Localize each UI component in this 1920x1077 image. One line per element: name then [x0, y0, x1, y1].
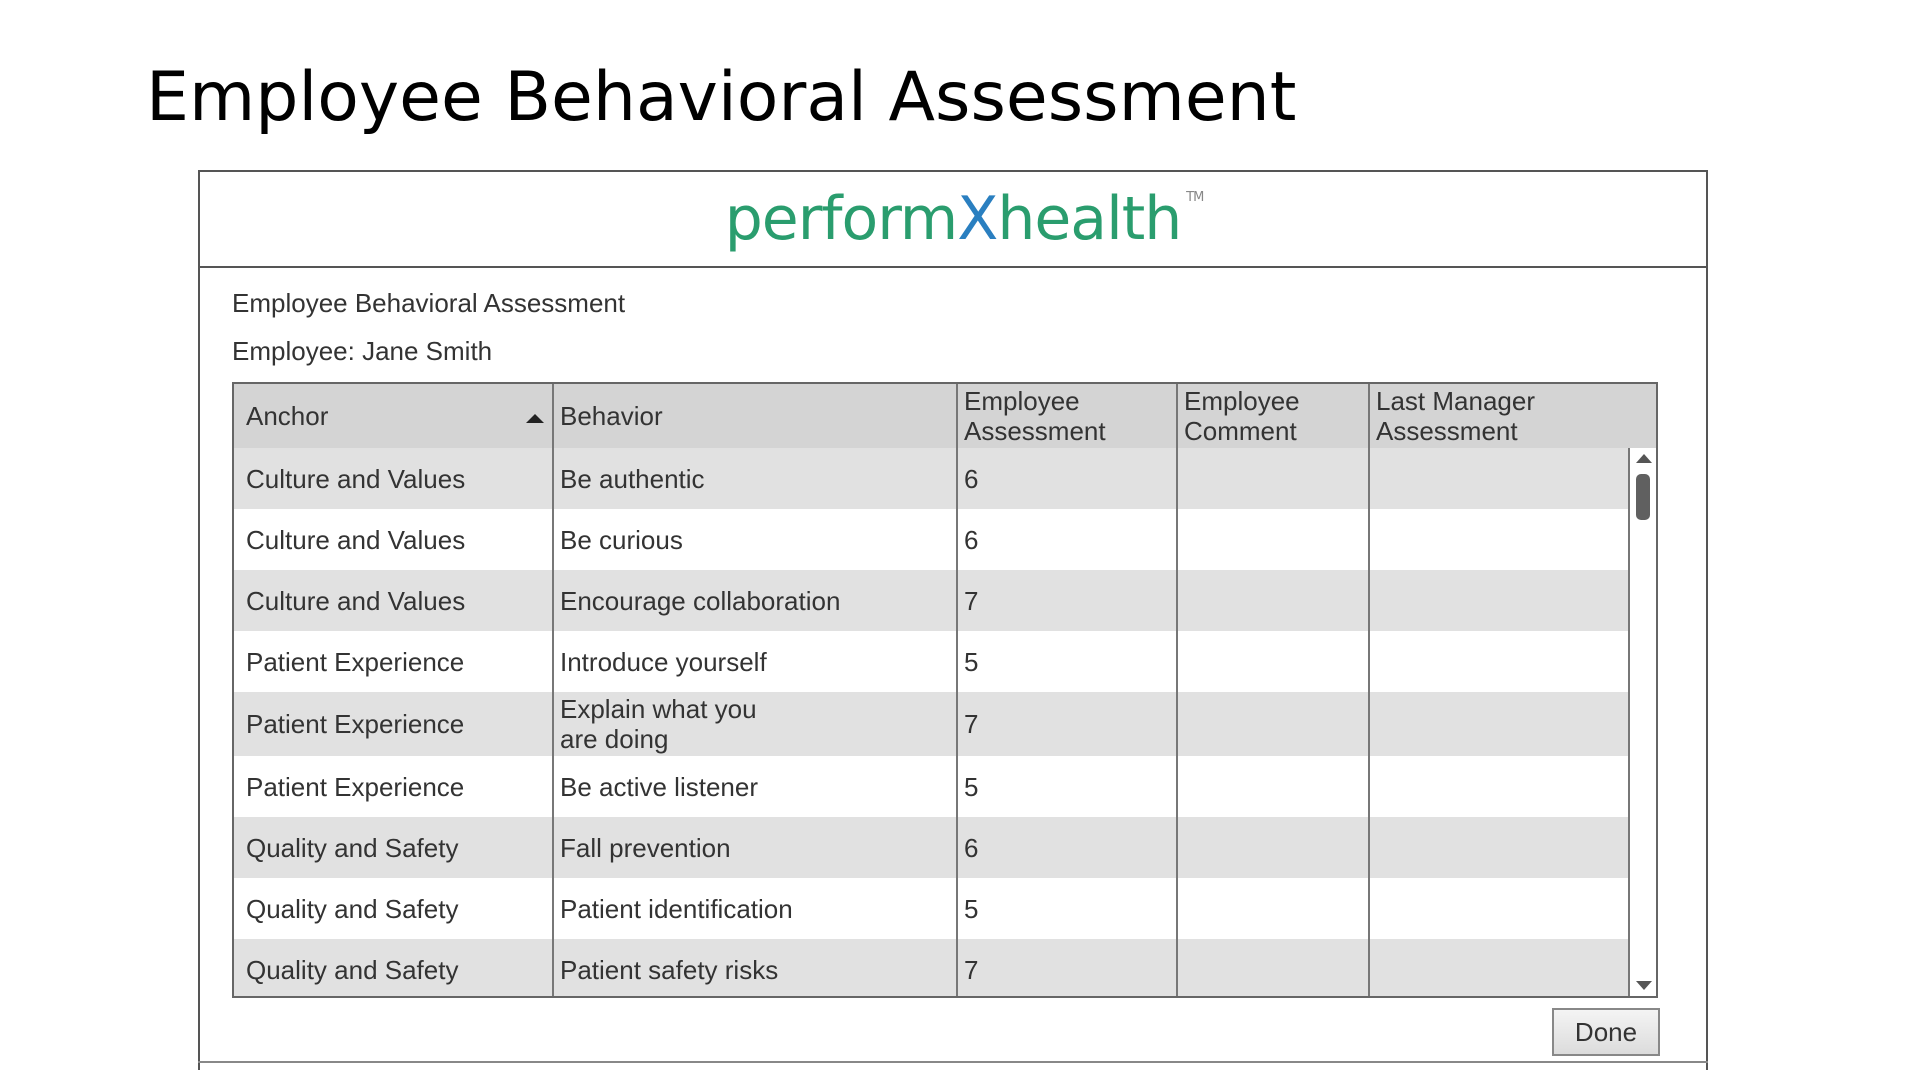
cell-anchor: Quality and Safety — [234, 878, 554, 939]
column-header-employee-comment-line2: Comment — [1184, 416, 1297, 446]
cell-anchor: Culture and Values — [234, 570, 554, 631]
cell-last-manager-assessment — [1370, 570, 1628, 631]
cell-anchor: Patient Experience — [234, 692, 554, 756]
cell-behavior: Be authentic — [554, 448, 958, 509]
cell-behavior: Introduce yourself — [554, 631, 958, 692]
cell-anchor: Culture and Values — [234, 509, 554, 570]
slide-title: Employee Behavioral Assessment — [146, 58, 1297, 137]
cell-employee-comment[interactable] — [1178, 570, 1370, 631]
cell-anchor: Quality and Safety — [234, 939, 554, 996]
column-header-employee-assessment[interactable]: Employee Assessment — [958, 384, 1178, 448]
cell-behavior: Be active listener — [554, 756, 958, 817]
cell-employee-assessment[interactable]: 7 — [958, 692, 1178, 756]
table-row[interactable]: Culture and Values Be curious 6 — [234, 509, 1628, 570]
column-header-behavior[interactable]: Behavior — [554, 384, 958, 448]
cell-employee-assessment[interactable]: 5 — [958, 756, 1178, 817]
table-row[interactable]: Culture and Values Be authentic 6 — [234, 448, 1628, 509]
column-header-employee-assessment-line2: Assessment — [964, 416, 1106, 446]
cell-employee-comment[interactable] — [1178, 509, 1370, 570]
logo-bar: performXhealth TM — [200, 172, 1706, 268]
cell-anchor: Patient Experience — [234, 631, 554, 692]
table-row[interactable]: Quality and Safety Patient identificatio… — [234, 878, 1628, 939]
dialog-bottom-edge — [198, 1061, 1708, 1063]
cell-employee-comment[interactable] — [1178, 939, 1370, 996]
cell-behavior: Fall prevention — [554, 817, 958, 878]
cell-behavior: Patient identification — [554, 878, 958, 939]
cell-behavior-line2: are doing — [560, 724, 669, 754]
cell-last-manager-assessment — [1370, 692, 1628, 756]
logo-text-perform: perform — [724, 184, 959, 254]
column-header-employee-comment[interactable]: Employee Comment — [1178, 384, 1370, 448]
cell-employee-comment[interactable] — [1178, 631, 1370, 692]
logo-text-x: X — [957, 184, 998, 254]
cell-behavior-line1: Explain what you — [560, 694, 757, 724]
cell-last-manager-assessment — [1370, 939, 1628, 996]
table-row[interactable]: Quality and Safety Fall prevention 6 — [234, 817, 1628, 878]
cell-last-manager-assessment — [1370, 448, 1628, 509]
cell-employee-comment[interactable] — [1178, 448, 1370, 509]
column-header-last-manager-line1: Last Manager — [1376, 386, 1535, 416]
cell-behavior: Explain what you are doing — [554, 692, 958, 756]
column-header-behavior-label: Behavior — [560, 401, 663, 431]
grid-header: Anchor Behavior Employee Assessment Empl… — [234, 384, 1656, 448]
sort-ascending-icon[interactable] — [526, 414, 544, 423]
dialog-heading: Employee Behavioral Assessment — [232, 288, 626, 318]
performxhealth-logo: performXhealth TM — [724, 184, 1205, 254]
cell-last-manager-assessment — [1370, 878, 1628, 939]
cell-anchor: Culture and Values — [234, 448, 554, 509]
vertical-scrollbar[interactable] — [1628, 448, 1656, 996]
logo-text-health: health — [997, 184, 1182, 254]
cell-behavior: Encourage collaboration — [554, 570, 958, 631]
column-header-last-manager-line2: Assessment — [1376, 416, 1518, 446]
assessment-dialog: performXhealth TM Employee Behavioral Ass… — [198, 170, 1708, 1070]
scroll-up-arrow-icon[interactable] — [1636, 454, 1652, 463]
scrollbar-thumb[interactable] — [1636, 474, 1650, 520]
table-row[interactable]: Patient Experience Be active listener 5 — [234, 756, 1628, 817]
cell-employee-comment[interactable] — [1178, 692, 1370, 756]
table-row[interactable]: Patient Experience Explain what you are … — [234, 692, 1628, 756]
cell-last-manager-assessment — [1370, 817, 1628, 878]
assessment-grid: Anchor Behavior Employee Assessment Empl… — [232, 382, 1658, 998]
cell-employee-assessment[interactable]: 5 — [958, 878, 1178, 939]
column-header-employee-comment-line1: Employee — [1184, 386, 1300, 416]
cell-behavior: Patient safety risks — [554, 939, 958, 996]
scroll-down-arrow-icon[interactable] — [1636, 981, 1652, 990]
table-row[interactable]: Culture and Values Encourage collaborati… — [234, 570, 1628, 631]
cell-employee-assessment[interactable]: 7 — [958, 939, 1178, 996]
cell-last-manager-assessment — [1370, 756, 1628, 817]
column-header-anchor-label: Anchor — [246, 401, 329, 431]
cell-employee-assessment[interactable]: 7 — [958, 570, 1178, 631]
table-row[interactable]: Patient Experience Introduce yourself 5 — [234, 631, 1628, 692]
cell-last-manager-assessment — [1370, 509, 1628, 570]
done-button[interactable]: Done — [1552, 1008, 1660, 1056]
cell-employee-assessment[interactable]: 6 — [958, 817, 1178, 878]
logo-trademark: TM — [1186, 190, 1204, 205]
column-header-employee-assessment-line1: Employee — [964, 386, 1080, 416]
cell-employee-comment[interactable] — [1178, 756, 1370, 817]
cell-employee-comment[interactable] — [1178, 817, 1370, 878]
cell-employee-comment[interactable] — [1178, 878, 1370, 939]
cell-anchor: Patient Experience — [234, 756, 554, 817]
cell-last-manager-assessment — [1370, 631, 1628, 692]
cell-employee-assessment[interactable]: 6 — [958, 509, 1178, 570]
cell-anchor: Quality and Safety — [234, 817, 554, 878]
cell-behavior: Be curious — [554, 509, 958, 570]
table-row[interactable]: Quality and Safety Patient safety risks … — [234, 939, 1628, 996]
employee-name-label: Employee: Jane Smith — [232, 336, 493, 366]
cell-employee-assessment[interactable]: 5 — [958, 631, 1178, 692]
column-header-last-manager-assessment[interactable]: Last Manager Assessment — [1370, 384, 1656, 448]
column-header-anchor[interactable]: Anchor — [234, 384, 554, 448]
cell-employee-assessment[interactable]: 6 — [958, 448, 1178, 509]
